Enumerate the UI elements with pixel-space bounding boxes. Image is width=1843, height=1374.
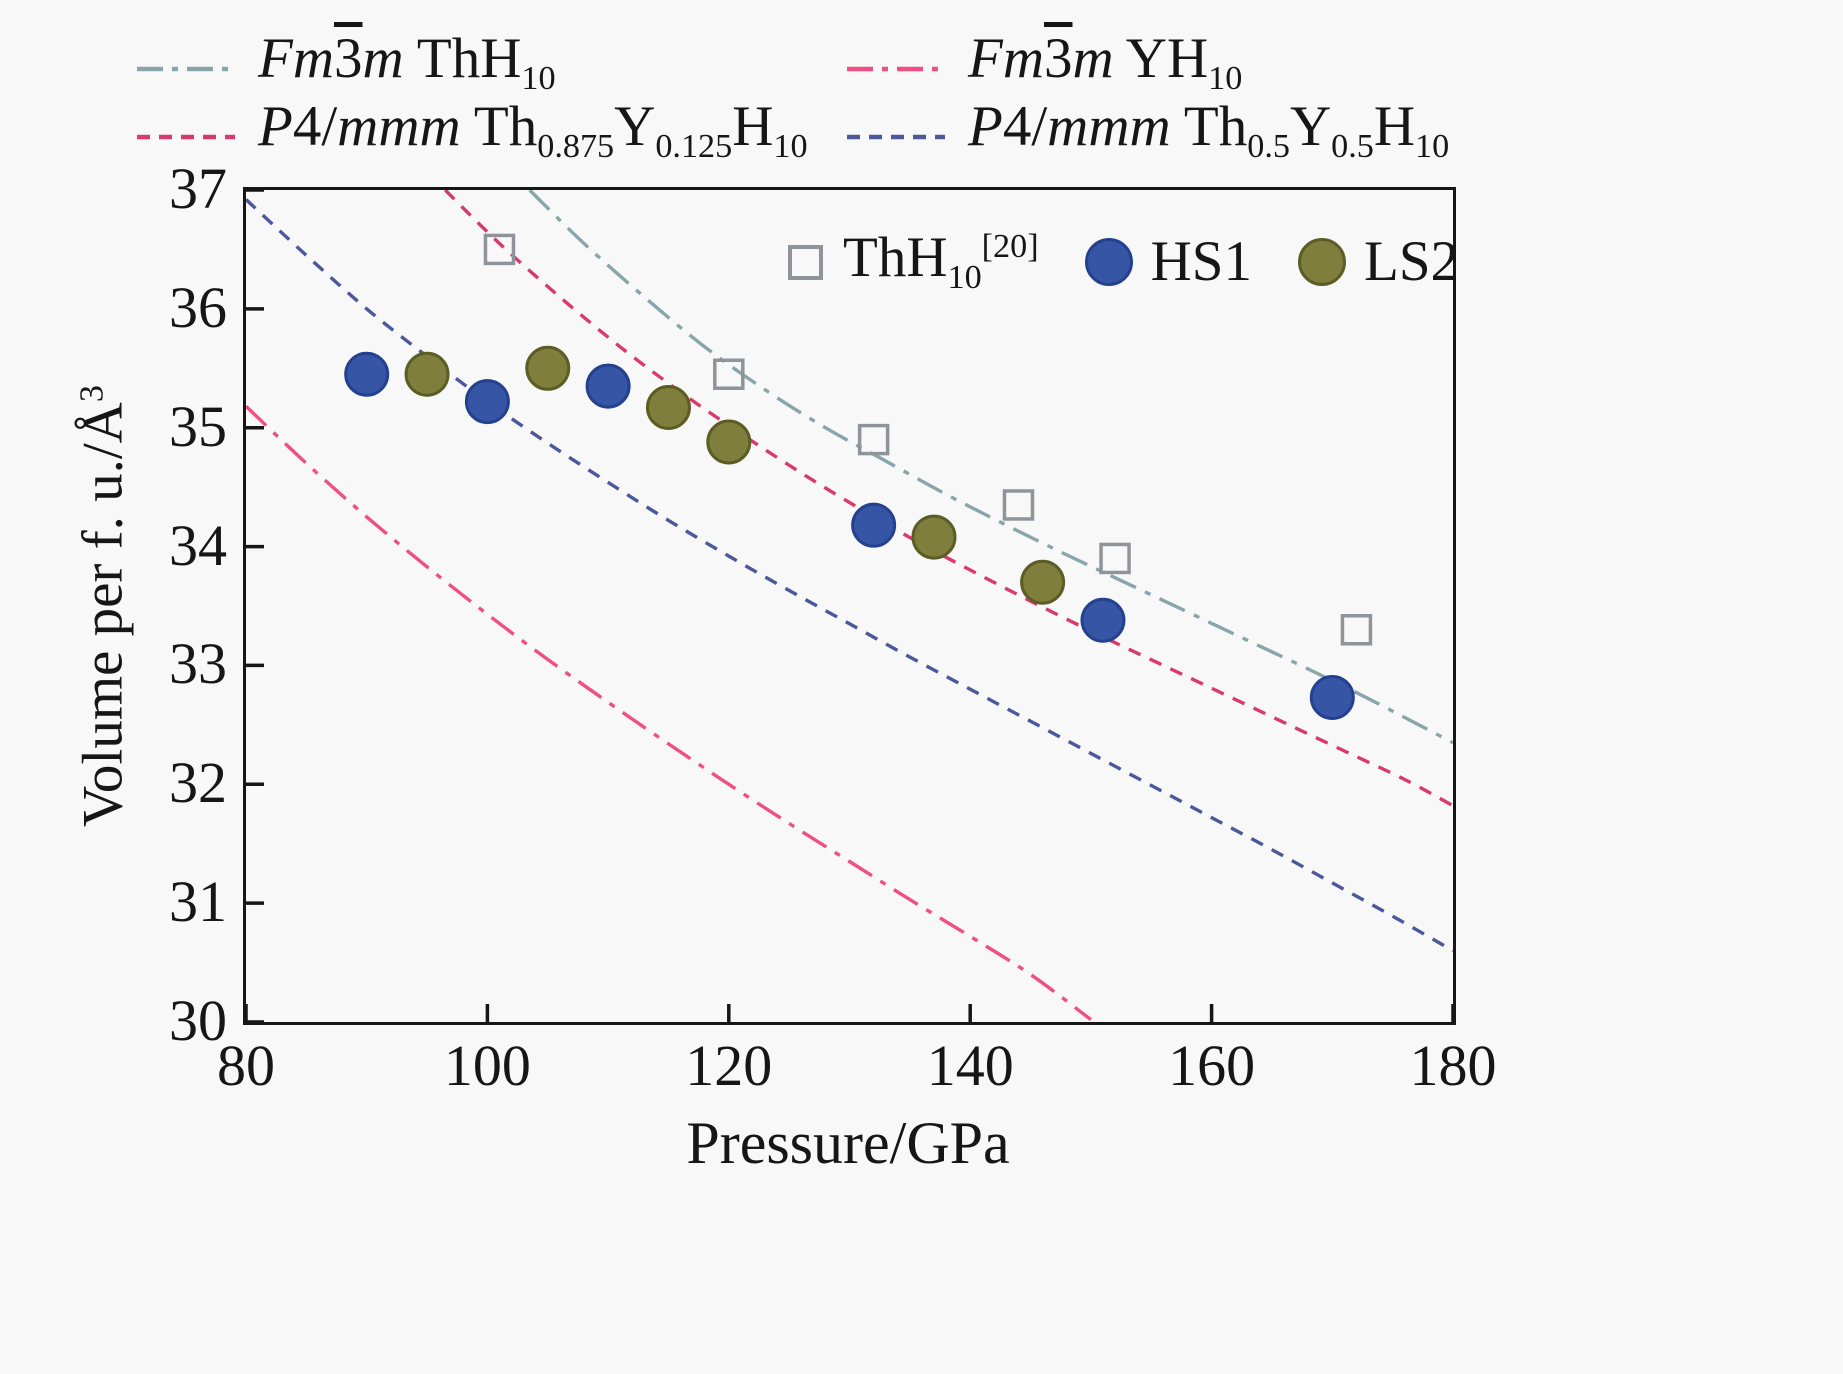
legend-label-p4mmm-th05y05h10: P4/mmm Th0.5Y0.5H10 xyxy=(968,95,1450,165)
marker-ls2 xyxy=(1020,559,1066,605)
marker-thh10-ref20 xyxy=(1340,614,1373,646)
legend-entry-fm3m-yh10: Fm3m YH10 xyxy=(846,24,1242,114)
y-tick-label: 34 xyxy=(169,512,227,578)
line-p4mmm-th05y05h10 xyxy=(246,198,1453,953)
marker-hs1 xyxy=(1080,597,1126,643)
marker-ls2 xyxy=(911,514,957,560)
y-tick-label: 31 xyxy=(169,868,227,934)
marker-legend: ThH10[20] HS1 LS2 xyxy=(788,214,1459,311)
legend-label-fm3m-thh10: Fm3m ThH10 xyxy=(258,27,556,97)
legend-marker-thh10-ref20 xyxy=(788,244,823,280)
marker-hs1 xyxy=(344,351,390,397)
marker-hs1 xyxy=(585,363,631,409)
legend-label-p4mmm-th0875y0125h10: P4/mmm Th0.875Y0.125H10 xyxy=(258,95,808,165)
x-axis-title: Pressure/GPa xyxy=(686,1110,1010,1176)
legend-marker-hs1 xyxy=(1084,238,1133,287)
marker-thh10-ref20 xyxy=(857,423,890,456)
plot-area: ThH10[20] HS1 LS2 xyxy=(243,187,1459,1025)
y-tick-label: 35 xyxy=(169,393,227,459)
marker-thh10-ref20 xyxy=(1002,489,1035,521)
legend-label-ls2: LS2 xyxy=(1364,230,1460,294)
marker-thh10-ref20 xyxy=(713,358,745,390)
y-tick-label: 36 xyxy=(169,274,227,340)
legend-line-swatch-fm3m-yh10 xyxy=(847,66,945,72)
x-tick-label: 120 xyxy=(685,1033,773,1098)
legend-line-swatch-p4mmm-th05y05h10 xyxy=(847,134,945,140)
legend-entry-p4mmm-th0875y0125h10: P4/mmm Th0.875Y0.125H10 xyxy=(136,92,808,182)
marker-thh10-ref20 xyxy=(1099,542,1131,575)
legend-label-hs1: HS1 xyxy=(1150,230,1253,294)
y-tick-label: 37 xyxy=(169,155,227,221)
legend-label-fm3m-yh10: Fm3m YH10 xyxy=(968,27,1243,97)
x-tick-label: 160 xyxy=(1168,1033,1256,1098)
legend-line-swatch-fm3m-thh10 xyxy=(137,66,235,72)
line-fm3m-thh10 xyxy=(528,190,1453,745)
y-tick-label: 30 xyxy=(169,987,227,1053)
marker-hs1 xyxy=(1309,675,1355,721)
marker-ls2 xyxy=(404,351,450,397)
marker-ls2 xyxy=(706,419,752,465)
legend-line-swatch-p4mmm-th0875y0125h10 xyxy=(137,134,235,140)
marker-thh10-ref20 xyxy=(483,233,516,266)
legend-entry-p4mmm-th05y05h10: P4/mmm Th0.5Y0.5H10 xyxy=(846,92,1449,182)
legend-marker-ls2 xyxy=(1298,238,1347,287)
line-fm3m-yh10 xyxy=(246,405,1092,1021)
legend-label-thh10-ref20: ThH10[20] xyxy=(843,225,1039,296)
x-tick-label: 180 xyxy=(1409,1033,1497,1098)
x-tick-label: 80 xyxy=(217,1033,275,1098)
y-tick-label: 33 xyxy=(169,631,227,697)
x-tick-label: 100 xyxy=(443,1033,531,1098)
line-p4mmm-th0875y0125h10 xyxy=(444,190,1453,808)
x-tick-label: 140 xyxy=(926,1033,1014,1098)
marker-hs1 xyxy=(464,379,510,425)
marker-ls2 xyxy=(645,385,691,431)
marker-ls2 xyxy=(525,345,571,391)
marker-hs1 xyxy=(851,502,897,548)
plot-canvas xyxy=(246,190,1453,1022)
y-tick-label: 32 xyxy=(169,750,227,816)
legend-entry-fm3m-thh10: Fm3m ThH10 xyxy=(136,24,556,114)
